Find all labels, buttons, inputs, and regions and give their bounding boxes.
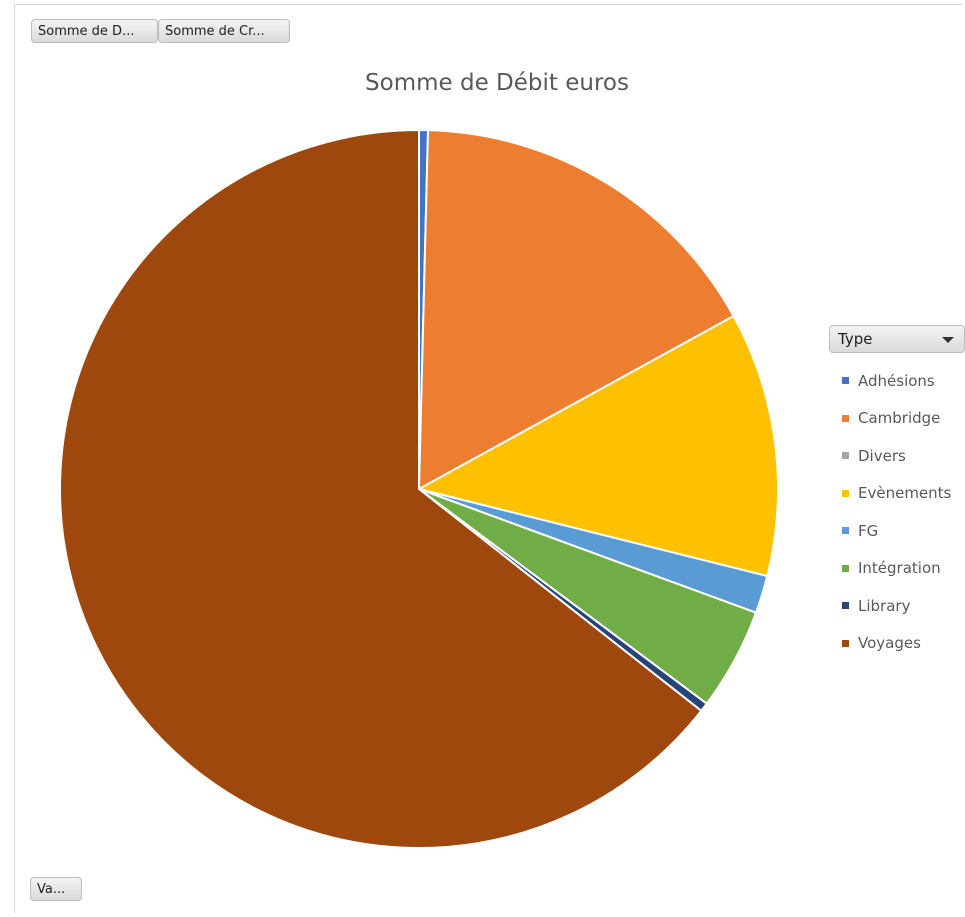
legend-item[interactable]: Divers bbox=[842, 437, 951, 475]
legend-swatch bbox=[842, 452, 849, 460]
dropdown-arrow-icon bbox=[942, 337, 954, 343]
legend-swatch bbox=[842, 414, 849, 422]
legend-swatch bbox=[842, 602, 849, 610]
field-button-somme-debit[interactable]: Somme de D... bbox=[31, 19, 158, 43]
legend-swatch bbox=[842, 377, 849, 385]
legend-item[interactable]: Intégration bbox=[842, 550, 951, 588]
legend-item[interactable]: Evènements bbox=[842, 475, 951, 513]
legend-item[interactable]: Cambridge bbox=[842, 400, 951, 438]
legend-swatch bbox=[842, 527, 849, 535]
legend-item[interactable]: Voyages bbox=[842, 625, 951, 663]
legend-label: Evènements bbox=[858, 484, 952, 503]
legend-label: Intégration bbox=[858, 559, 941, 578]
pie-slice-cambridge[interactable] bbox=[417, 129, 735, 491]
legend: Adhésions Cambridge Divers Evènements FG Inté… bbox=[842, 362, 951, 662]
legend-item[interactable]: Adhésions bbox=[842, 362, 951, 400]
legend-label: Divers bbox=[858, 446, 906, 465]
legend-item[interactable]: Library bbox=[842, 587, 951, 625]
legend-swatch bbox=[842, 489, 849, 497]
legend-label: Adhésions bbox=[858, 371, 935, 390]
legend-swatch bbox=[842, 639, 849, 647]
type-filter-label: Type bbox=[838, 330, 873, 348]
type-filter-dropdown[interactable]: Type bbox=[829, 325, 965, 353]
field-button-values[interactable]: Va... bbox=[30, 877, 82, 901]
field-button-somme-credit[interactable]: Somme de Cr... bbox=[158, 19, 290, 43]
legend-label: FG bbox=[858, 521, 879, 540]
legend-label: Cambridge bbox=[858, 409, 941, 428]
chart-title: Somme de Débit euros bbox=[365, 70, 629, 96]
legend-swatch bbox=[842, 564, 849, 572]
legend-item[interactable]: FG bbox=[842, 512, 951, 550]
legend-label: Voyages bbox=[858, 634, 921, 653]
pie-slice-voyages[interactable] bbox=[59, 128, 703, 849]
legend-label: Library bbox=[858, 596, 911, 615]
